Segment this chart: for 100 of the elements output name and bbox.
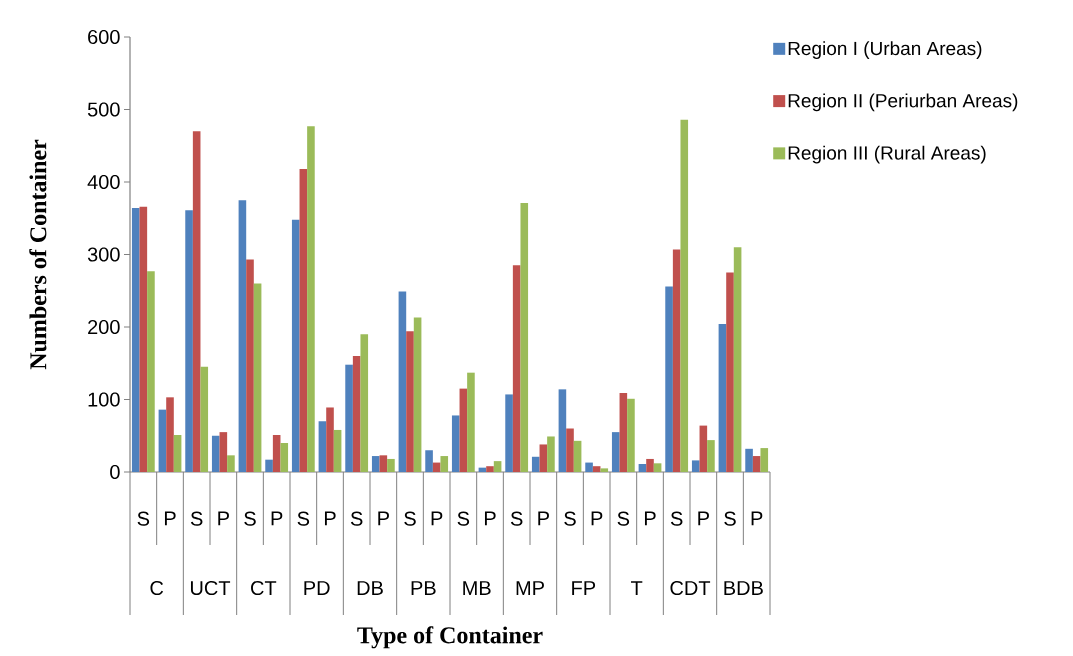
y-tick-label: 600 [88,29,120,45]
x-tick-label: S [724,511,736,526]
x-tick-label: S [297,511,310,526]
bar [299,168,308,472]
bar [211,435,220,472]
bar [238,200,247,472]
bar [558,389,567,472]
bar [253,283,262,472]
bar [531,456,540,472]
bar [307,126,315,472]
text: MB [463,581,491,595]
bar [752,456,761,472]
text: UCT [190,580,231,596]
bar [733,247,742,472]
bar [352,356,361,472]
bar [547,436,555,472]
x-tick-label: P [431,511,443,526]
y-tick-label: 100 [88,392,120,407]
bar [646,458,654,472]
legend-label: Region III (Rural Areas) [788,145,986,164]
bar [406,331,414,472]
bar [413,317,422,472]
x-tick-label: P [324,511,336,526]
bar [379,455,388,472]
bar [653,463,662,472]
x-tick-label: P [484,511,496,526]
bar [760,448,769,472]
bar [672,249,681,472]
x-tick-label: S [404,511,416,526]
bar [219,432,228,472]
bar [707,440,715,472]
bar [451,415,460,472]
bar [398,291,407,472]
bar [665,286,673,472]
bar [699,425,708,472]
bar [246,259,254,472]
bar [459,388,468,472]
bar [440,456,449,472]
bar [166,397,174,472]
x-tick-label: P [164,511,176,526]
bar [585,462,593,472]
y-tick-label: 400 [87,174,120,190]
bar [291,219,300,472]
x-tick-label: S [457,511,470,526]
legend-label: Region II (Periurban Areas) [788,93,1018,112]
bar [691,460,700,472]
bar [318,421,327,472]
x-tick-label: S [350,511,363,526]
bar [265,459,273,472]
bar [326,407,334,472]
y-tick-label: 0 [110,464,120,480]
bar [619,392,628,472]
bar [573,440,582,472]
x-axis-title: Type of Container [357,626,543,649]
x-tick-label: P [644,511,656,526]
bar [718,324,727,472]
bar [745,448,753,472]
bar [272,435,281,472]
bar [158,409,167,472]
x-tick-label: S [244,511,256,526]
x-tick-label: P [751,511,763,526]
bar [147,271,155,472]
y-tick-label: 200 [88,319,120,335]
bar [360,334,369,472]
bar [512,265,521,472]
text: T [631,581,643,595]
bar [611,432,620,472]
x-tick-label: P [538,511,549,526]
x-tick-label: P [698,511,709,526]
bar [280,443,289,472]
y-axis-title: Numbers of Container [29,139,47,370]
bar [592,466,601,472]
x-tick-label: S [564,511,576,526]
text: MP [516,581,544,595]
text: BDB [724,581,763,595]
y-tick-label: 300 [87,247,120,262]
bar [638,464,647,472]
bar [425,450,433,472]
bar [486,466,494,472]
bar [600,468,609,472]
bar [173,435,182,472]
bar [131,208,140,472]
x-tick-label: P [591,511,603,526]
x-tick-label: P [218,511,229,526]
y-tick-label: 500 [87,102,120,117]
bar [505,394,513,472]
bar [467,372,475,472]
x-tick-label: S [670,511,683,526]
bar [539,444,548,472]
text: PB [411,581,436,595]
bar [192,131,201,472]
bar [627,398,635,472]
bar [566,428,574,472]
x-tick-label: S [190,511,203,526]
text: CT [251,580,277,596]
x-tick-label: S [137,511,150,526]
bar [680,119,689,472]
bar [345,364,353,472]
bar [185,210,193,472]
bar [200,366,209,472]
